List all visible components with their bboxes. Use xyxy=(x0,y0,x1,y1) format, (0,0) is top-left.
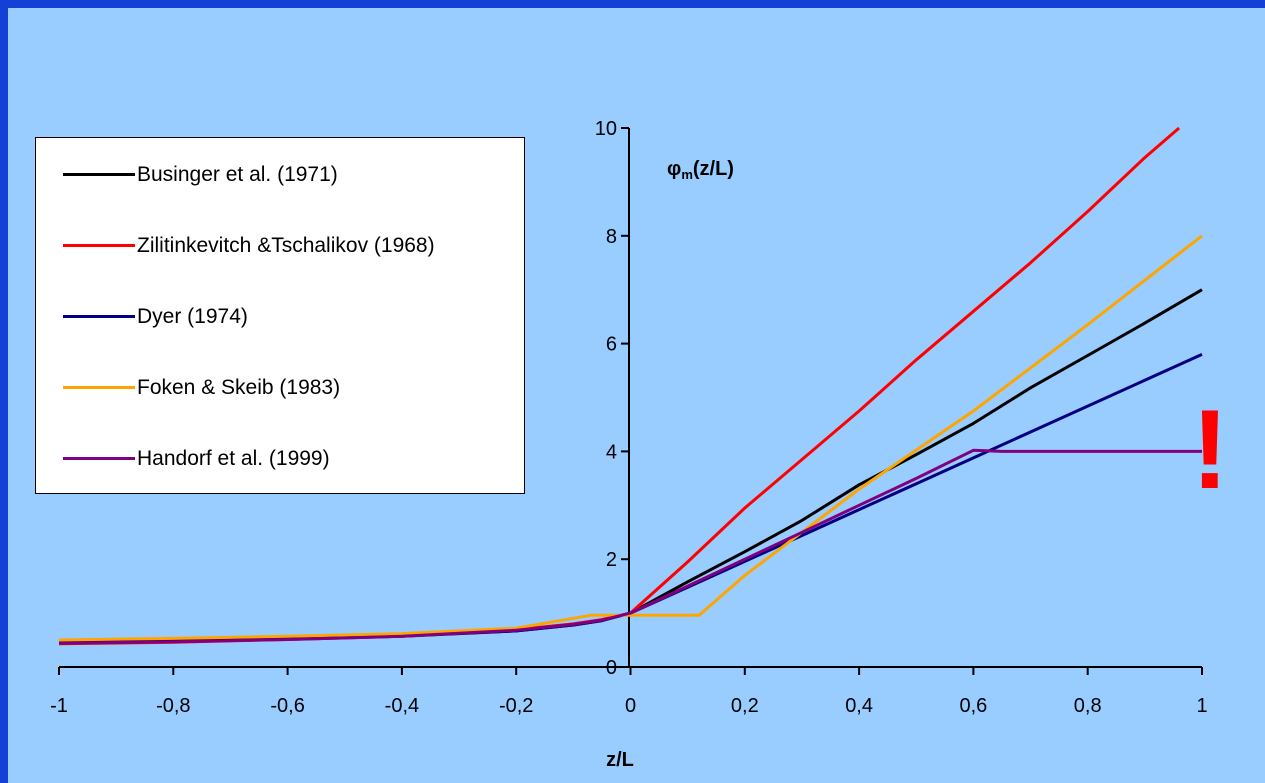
y-tick-label: 6 xyxy=(606,334,617,356)
y-tick-label: 4 xyxy=(606,441,617,463)
x-tick-label: -0,6 xyxy=(270,695,304,717)
x-tick-label: 0,6 xyxy=(959,695,987,717)
y-tick-label: 10 xyxy=(595,118,617,140)
x-tick-label: 0 xyxy=(625,695,636,717)
legend-swatch xyxy=(63,386,135,389)
legend-entry: Dyer (1974) xyxy=(36,301,524,331)
legend: Businger et al. (1971) Zilitinkevitch &Ts… xyxy=(35,137,525,494)
series-layer xyxy=(58,126,1203,646)
x-tick-label: -0,8 xyxy=(156,695,190,717)
x-tick-label: 0,8 xyxy=(1074,695,1102,717)
legend-entry: Zilitinkevitch &Tschalikov (1968) xyxy=(36,230,524,260)
legend-label: Foken & Skeib (1983) xyxy=(137,376,341,399)
series-line-5 xyxy=(58,448,1202,645)
y-tick-label: 8 xyxy=(606,226,617,248)
x-tick-label: 0,4 xyxy=(845,695,873,717)
legend-label: Dyer (1974) xyxy=(137,305,248,328)
x-tick-label: -0,2 xyxy=(499,695,533,717)
legend-entry: Handorf et al. (1999) xyxy=(36,443,524,473)
x-tick-label: -0,4 xyxy=(385,695,419,717)
y-axis-title: φm(z/L) xyxy=(667,158,734,182)
chart-area: -1 -0,8 -0,6 -0,4 -0,2 0 0,2 0,4 0,6 0,8 1 0 2 4 6 8 10 … xyxy=(8,8,1265,783)
legend-label: Zilitinkevitch &Tschalikov (1968) xyxy=(137,234,435,257)
x-axis-title: z/L xyxy=(606,749,634,771)
x-tick-label: 1 xyxy=(1196,695,1207,717)
legend-swatch xyxy=(63,244,135,247)
x-tick-label: 0,2 xyxy=(731,695,759,717)
legend-label: Businger et al. (1971) xyxy=(137,163,338,186)
series-line-4 xyxy=(58,234,1203,642)
y-tick-label: 0 xyxy=(606,657,617,679)
exclamation-annotation: ! xyxy=(1191,387,1228,512)
legend-swatch xyxy=(63,173,135,176)
plot-svg: -1 -0,8 -0,6 -0,4 -0,2 0 0,2 0,4 0,6 0,8 10246810 … xyxy=(50,118,1229,771)
legend-swatch xyxy=(63,457,135,460)
y-tick-label: 2 xyxy=(606,549,617,571)
legend-swatch xyxy=(63,315,135,318)
legend-entry: Businger et al. (1971) xyxy=(36,159,524,189)
legend-entry: Foken & Skeib (1983) xyxy=(36,372,524,402)
x-tick-label: -1 xyxy=(50,695,68,717)
legend-label: Handorf et al. (1999) xyxy=(137,447,330,470)
